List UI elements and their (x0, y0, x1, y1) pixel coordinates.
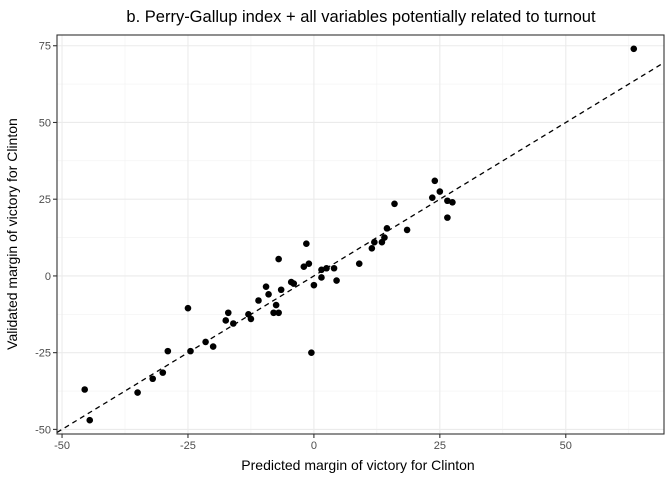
data-point (428, 194, 436, 201)
data-point (318, 274, 325, 281)
data-point (275, 255, 282, 263)
data-point (255, 297, 262, 304)
plot-panel (56, 34, 665, 435)
data-point (318, 266, 325, 274)
x-tick-label: -50 (54, 440, 70, 452)
data-point (355, 260, 363, 267)
y-tick-label: 50 (39, 117, 51, 129)
data-point (265, 291, 272, 298)
data-point (159, 369, 167, 376)
data-point (230, 320, 237, 327)
y-tick-label: -25 (35, 348, 51, 360)
data-point (209, 343, 217, 350)
data-point (310, 281, 318, 289)
data-point (81, 386, 89, 393)
data-point (391, 200, 398, 208)
y-tick-label: -50 (35, 424, 51, 436)
y-tick-label: 25 (39, 194, 51, 206)
data-point (222, 317, 230, 324)
x-tick-label: 0 (311, 440, 317, 452)
chart-title: b. Perry-Gallup index + all variables po… (126, 8, 596, 26)
data-point (270, 309, 277, 317)
y-tick-label: 75 (39, 41, 51, 53)
data-points (81, 45, 638, 424)
data-point (272, 301, 280, 309)
data-point (290, 280, 298, 287)
x-axis-ticks: -50 -25 0 25 50 (54, 434, 572, 452)
data-point (368, 245, 376, 252)
x-tick-label: 50 (560, 440, 572, 452)
data-point (381, 234, 388, 241)
y-axis-label: Validated margin of victory for Clinton (4, 118, 20, 350)
data-point (277, 286, 285, 294)
data-point (184, 304, 192, 312)
data-point (323, 264, 330, 272)
data-point (134, 389, 141, 396)
data-point (86, 416, 94, 424)
data-point (305, 260, 313, 267)
minor-gridlines (57, 35, 664, 434)
data-point (333, 277, 340, 284)
data-point (383, 225, 391, 232)
data-point (436, 188, 444, 195)
data-point (444, 214, 451, 221)
data-point (330, 264, 338, 272)
y-axis-ticks: -50 -25 0 25 50 75 (35, 41, 57, 436)
data-point (303, 240, 310, 248)
reference-line (56, 62, 665, 434)
data-point (262, 283, 270, 290)
data-point (187, 347, 194, 355)
data-point (444, 197, 451, 205)
data-point (224, 309, 232, 317)
x-tick-label: 25 (434, 440, 446, 452)
data-point (403, 226, 411, 234)
data-point (630, 45, 638, 53)
major-gridlines (57, 35, 664, 434)
x-tick-label: -25 (180, 440, 196, 452)
y-tick-label: 0 (45, 271, 51, 283)
data-point (164, 347, 172, 355)
data-point (371, 238, 378, 246)
data-point (300, 263, 308, 271)
data-point (149, 375, 157, 383)
data-point (308, 349, 315, 356)
x-axis-label: Predicted margin of victory for Clinton (241, 457, 474, 473)
data-point (449, 198, 456, 206)
data-point (275, 309, 282, 317)
data-point (247, 315, 255, 323)
data-point (202, 338, 209, 346)
data-point (431, 177, 439, 185)
